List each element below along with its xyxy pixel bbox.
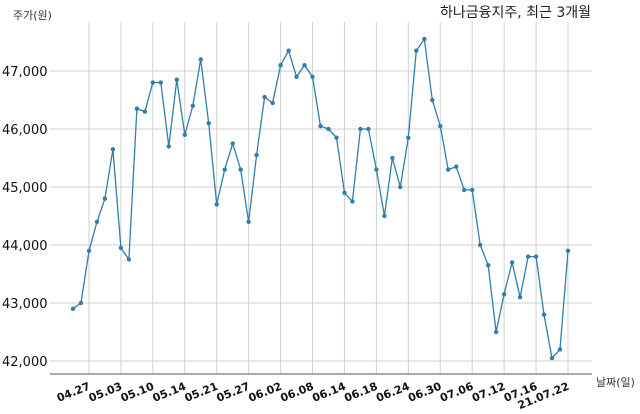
data-point [565, 248, 571, 253]
data-point [318, 123, 323, 129]
data-point [254, 152, 259, 158]
price-series-line [72, 37, 569, 360]
data-point [398, 184, 403, 190]
data-point [78, 300, 84, 306]
data-point [478, 242, 483, 248]
data-point [326, 126, 331, 132]
x-tick-labels: 04.2705.0305.1005.1405.2105.2706.0206.08… [55, 380, 571, 413]
data-point [214, 202, 219, 207]
data-point [406, 135, 411, 140]
data-point [158, 80, 163, 85]
y-axis-label: 주가(원) [13, 9, 52, 22]
data-point [102, 196, 108, 201]
data-point [517, 295, 523, 300]
grid-lines [50, 22, 592, 374]
data-point [270, 100, 275, 106]
data-point [110, 147, 116, 152]
data-point [222, 167, 227, 172]
y-tick-labels: 42,000 43,000 44,000 45,000 46,000 47,000 [2, 65, 48, 370]
data-point [486, 263, 491, 268]
data-point [118, 245, 124, 251]
data-point [462, 187, 467, 193]
data-point [470, 187, 475, 193]
data-point [366, 126, 371, 132]
data-point [533, 254, 539, 259]
data-point [334, 135, 339, 140]
data-point [493, 329, 499, 335]
data-point [414, 48, 419, 53]
data-point [174, 77, 179, 82]
data-point [246, 219, 251, 224]
data-point [390, 155, 395, 161]
data-point [126, 257, 132, 262]
data-point [374, 167, 379, 172]
chart-title: 하나금융지주, 최근 3개월 [440, 5, 591, 21]
data-point [134, 106, 140, 111]
data-point [382, 213, 387, 219]
data-point [358, 126, 363, 132]
data-point [182, 132, 187, 137]
data-point [286, 48, 291, 53]
data-point [278, 62, 283, 68]
data-point [294, 74, 299, 80]
data-point [166, 144, 171, 149]
y-tick-label: 44,000 [2, 239, 48, 254]
data-point [262, 94, 267, 100]
data-point [342, 190, 347, 195]
data-point [446, 167, 451, 172]
data-point [94, 219, 100, 224]
data-point [501, 292, 507, 297]
data-point [302, 62, 307, 68]
data-point [238, 167, 243, 172]
y-tick-label: 43,000 [2, 297, 48, 312]
data-point [509, 260, 515, 265]
data-point [525, 254, 531, 259]
data-point [541, 312, 547, 317]
data-point [430, 97, 435, 103]
data-point [70, 306, 76, 311]
data-point [190, 103, 195, 109]
data-point [438, 123, 443, 129]
data-point [150, 80, 155, 85]
data-point [422, 36, 427, 42]
price-data-points [70, 36, 571, 361]
data-point [206, 121, 211, 126]
data-point [549, 355, 555, 361]
data-point [198, 57, 203, 62]
data-point [350, 199, 355, 204]
data-point [557, 347, 563, 352]
x-axis-label: 날짜(일) [596, 375, 635, 389]
data-point [86, 248, 92, 253]
y-tick-label: 42,000 [2, 355, 48, 370]
data-point [230, 141, 235, 146]
data-point [142, 109, 148, 114]
y-tick-label: 47,000 [2, 65, 48, 80]
data-point [310, 74, 315, 80]
y-tick-label: 46,000 [2, 123, 48, 138]
y-tick-label: 45,000 [2, 181, 48, 196]
data-point [454, 164, 459, 169]
